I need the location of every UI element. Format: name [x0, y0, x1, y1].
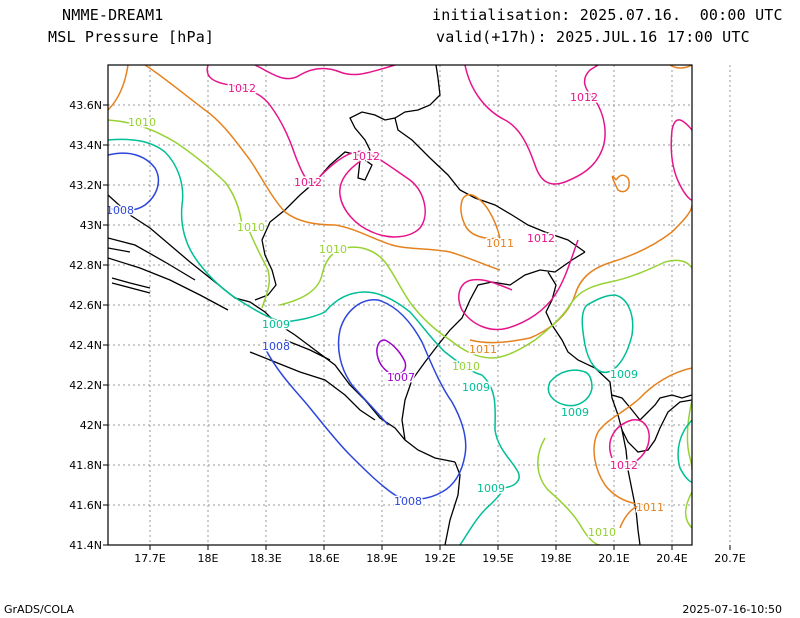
- contour-label: 1009: [610, 368, 638, 381]
- contour-label: 1010: [588, 526, 616, 539]
- contour-labels: 1012 1012 1012 1012 1012 1012 1010 1010 1010 1010…: [106, 81, 666, 541]
- longitude-tick-label: 20.4E: [656, 552, 687, 565]
- contour-label: 1012: [570, 91, 598, 104]
- longitude-tick-label: 20.7E: [714, 552, 745, 565]
- longitude-tick-label: 19.8E: [540, 552, 571, 565]
- isobar-1008: [108, 152, 467, 500]
- isobar-1012: [206, 65, 692, 469]
- contour-label: 1011: [486, 237, 514, 250]
- isobar-1011: [108, 65, 692, 529]
- contour-label: 1010: [319, 243, 347, 256]
- contour-label: 1012: [352, 150, 380, 163]
- latitude-tick-label: 41.4N: [69, 539, 102, 552]
- contour-label: 1009: [477, 482, 505, 495]
- latitude-labels: 43.6N 43.4N 43.2N 43N 42.8N 42.6N 42.4N 42.2N 42…: [69, 99, 102, 552]
- longitude-tick-label: 20.1E: [598, 552, 629, 565]
- contour-label: 1012: [527, 232, 555, 245]
- longitude-tick-label: 18.6E: [308, 552, 339, 565]
- latitude-tick-label: 43.2N: [69, 179, 102, 192]
- longitude-tick-label: 19.5E: [482, 552, 513, 565]
- coastlines-borders: [108, 65, 692, 545]
- coastline: [108, 194, 456, 463]
- latitude-tick-label: 42.2N: [69, 379, 102, 392]
- field-name: MSL Pressure [hPa]: [48, 28, 215, 46]
- valid-time: valid(+17h): 2025.JUL.16 17:00 UTC: [436, 28, 750, 46]
- coastline-spit: [111, 277, 151, 289]
- border: [444, 461, 461, 545]
- border: [394, 117, 586, 253]
- latitude-tick-label: 43.6N: [69, 99, 102, 112]
- coastline-island: [284, 339, 331, 361]
- latitude-tick-label: 43.4N: [69, 139, 102, 152]
- contour-label: 1012: [294, 176, 322, 189]
- contour-label: 1008: [394, 495, 422, 508]
- contour-label: 1010: [237, 221, 265, 234]
- latitude-tick-label: 41.8N: [69, 459, 102, 472]
- border: [108, 247, 131, 253]
- footer-software: GrADS/COLA: [4, 603, 74, 616]
- latitude-tick-label: 42.4N: [69, 339, 102, 352]
- border: [401, 251, 586, 441]
- footer-timestamp: 2025-07-16-10:50: [682, 603, 782, 616]
- initialisation-time: initialisation: 2025.07.16. 00:00 UTC: [432, 6, 783, 24]
- isobar-1007: [376, 339, 407, 376]
- contour-label: 1012: [610, 459, 638, 472]
- contour-label: 1010: [452, 360, 480, 373]
- contour-label: 1012: [228, 82, 256, 95]
- longitude-tick-label: 17.7E: [134, 552, 165, 565]
- border: [611, 394, 692, 421]
- longitude-tick-label: 18E: [198, 552, 219, 565]
- contour-label: 1008: [262, 340, 290, 353]
- latitude-tick-label: 41.6N: [69, 499, 102, 512]
- isobar-1010: [108, 119, 692, 545]
- longitude-tick-label: 18.9E: [366, 552, 397, 565]
- border: [545, 271, 641, 545]
- contour-label: 1008: [106, 204, 134, 217]
- coastline-spit: [111, 282, 151, 294]
- coastline-peninsula: [108, 237, 196, 281]
- contour-label: 1011: [636, 501, 664, 514]
- longitude-labels: 17.7E 18E 18.3E 18.6E 18.9E 19.2E 19.5E 19.8E 20…: [134, 552, 745, 565]
- axis-ticks: [103, 104, 731, 550]
- longitude-tick-label: 18.3E: [250, 552, 281, 565]
- contour-label: 1009: [262, 318, 290, 331]
- coastline-peninsula: [108, 257, 229, 311]
- border: [621, 399, 692, 453]
- lat-lon-grid: [108, 65, 731, 545]
- latitude-tick-label: 42.8N: [69, 259, 102, 272]
- contour-label: 1010: [128, 116, 156, 129]
- contour-label: 1007: [387, 371, 415, 384]
- contour-label: 1009: [561, 406, 589, 419]
- isobar-1009: [108, 138, 692, 545]
- model-name: NMME-DREAM1: [62, 6, 164, 24]
- longitude-tick-label: 19.2E: [424, 552, 455, 565]
- contour-label: 1011: [469, 343, 497, 356]
- latitude-tick-label: 42.6N: [69, 299, 102, 312]
- coastline-island: [249, 351, 376, 421]
- latitude-tick-label: 42N: [80, 419, 102, 432]
- contour-label: 1009: [462, 381, 490, 394]
- border: [254, 65, 441, 301]
- latitude-tick-label: 43N: [80, 219, 102, 232]
